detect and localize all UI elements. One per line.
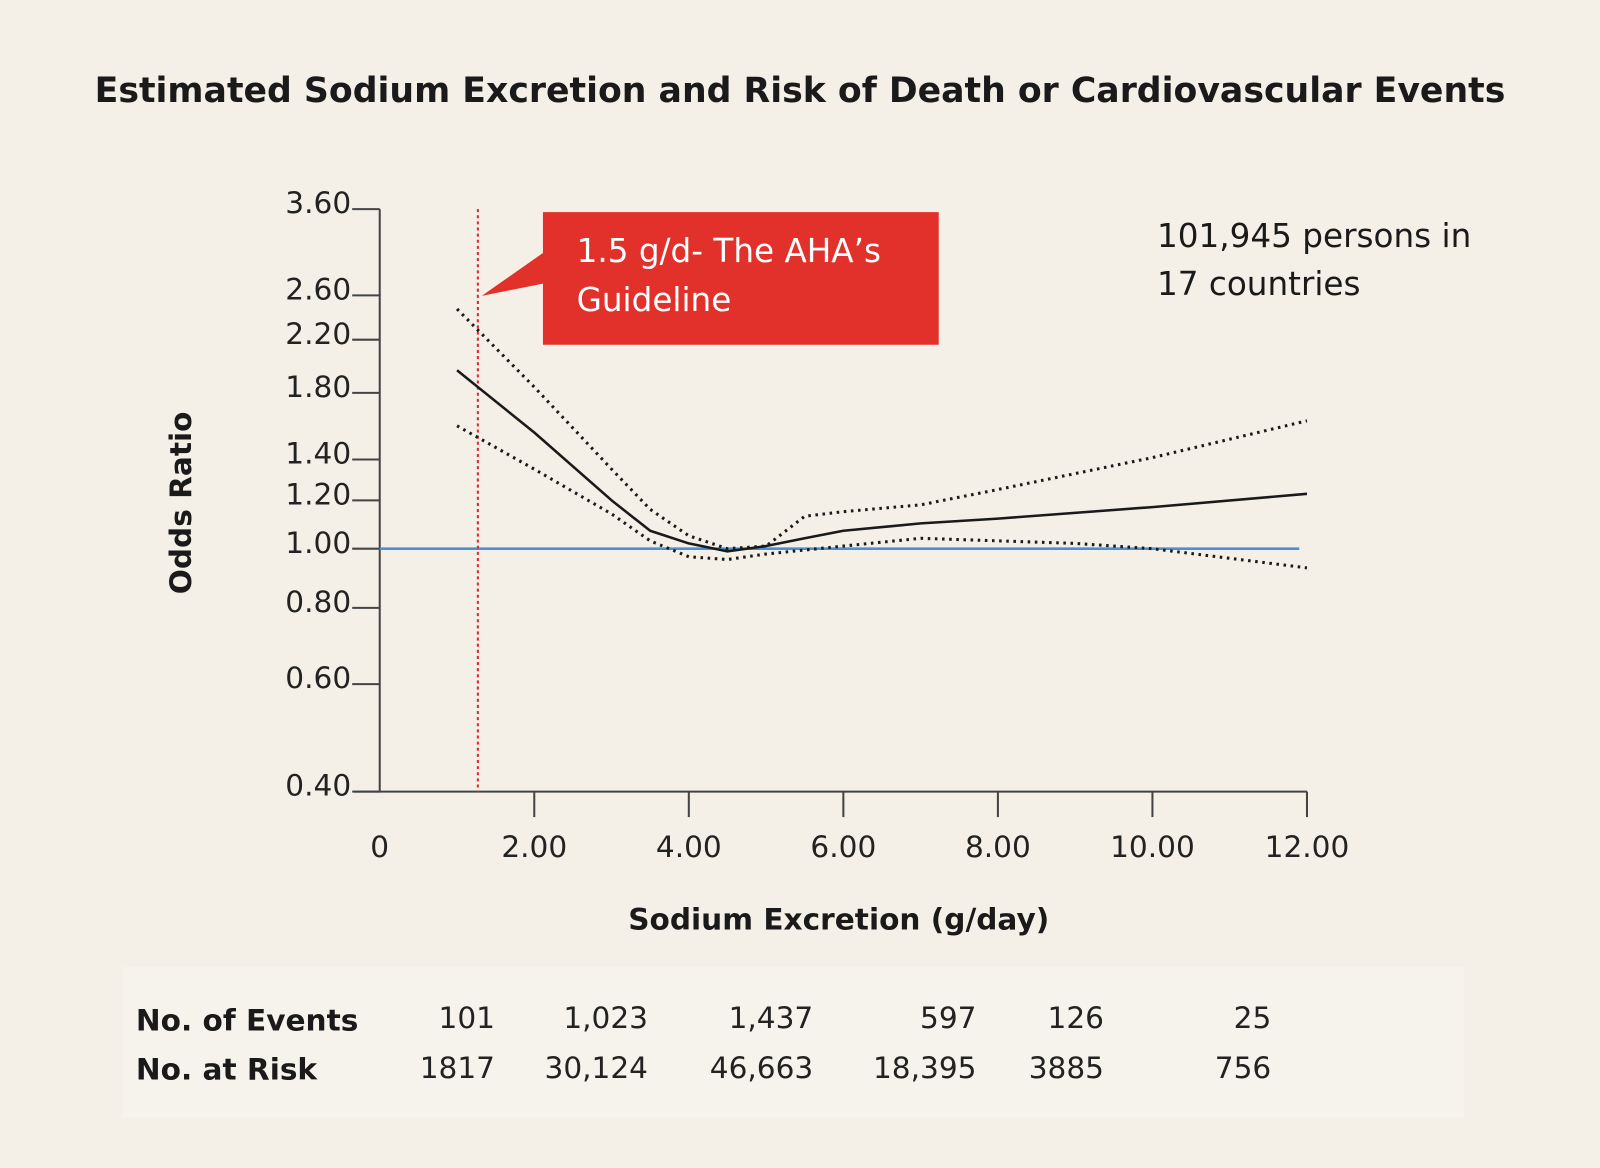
lower-ci-line xyxy=(456,424,1308,570)
table-cell: 1817 xyxy=(420,1051,495,1085)
table-cell: 18,395 xyxy=(873,1051,977,1085)
table-cell: 101 xyxy=(439,1001,495,1035)
axes xyxy=(352,208,1309,818)
y-axis-label: Odds Ratio xyxy=(164,412,198,595)
y-tick-label: 2.60 xyxy=(285,272,351,306)
table-row-events: No. of Events 101 1,023 1,437 597 126 25 xyxy=(136,1001,1271,1037)
y-tick-label: 1.80 xyxy=(285,370,351,404)
table-cell: 46,663 xyxy=(710,1051,814,1085)
upper-ci-line xyxy=(455,307,1308,551)
table-row-label: No. of Events xyxy=(136,1003,358,1037)
sample-note-line-1: 101,945 persons in xyxy=(1157,217,1471,255)
y-tick-label: 1.40 xyxy=(285,437,351,471)
callout-line-2: Guideline xyxy=(577,281,732,319)
tick-labels: 3.60 2.60 2.20 1.80 1.40 1.20 1.00 0.80 0.60 0.40… xyxy=(285,186,1349,864)
guideline-callout: 1.5 g/d- The AHA’s Guideline xyxy=(481,212,939,345)
y-tick-label: 0.60 xyxy=(285,661,351,695)
table-row-at-risk: No. at Risk 1817 30,124 46,663 18,395 38… xyxy=(136,1051,1271,1086)
table-cell: 30,124 xyxy=(545,1051,649,1085)
table-cell: 25 xyxy=(1234,1001,1272,1035)
x-tick-label: 12.00 xyxy=(1265,830,1350,864)
table-cell: 1,437 xyxy=(729,1001,814,1035)
plot-lines xyxy=(379,209,1308,792)
x-tick-label: 0 xyxy=(370,830,389,864)
chart-title: Estimated Sodium Excretion and Risk of D… xyxy=(95,71,1506,111)
x-tick-label: 4.00 xyxy=(656,830,722,864)
y-tick-label: 1.00 xyxy=(285,526,351,560)
y-tick-label: 2.20 xyxy=(285,317,351,351)
table-cell: 3885 xyxy=(1029,1051,1104,1085)
callout-box xyxy=(481,212,939,345)
x-tick-label: 8.00 xyxy=(965,830,1031,864)
x-axis-label: Sodium Excretion (g/day) xyxy=(628,902,1049,936)
callout-line-1: 1.5 g/d- The AHA’s xyxy=(577,232,881,270)
sample-note-line-2: 17 countries xyxy=(1157,265,1360,303)
table-cell: 126 xyxy=(1048,1001,1104,1035)
y-tick-label: 0.40 xyxy=(285,769,351,803)
x-tick-label: 2.00 xyxy=(501,830,567,864)
table-row-label: No. at Risk xyxy=(136,1052,319,1086)
y-tick-label: 3.60 xyxy=(285,186,351,220)
x-tick-label: 6.00 xyxy=(810,830,876,864)
odds-ratio-line xyxy=(456,369,1308,553)
table-cell: 597 xyxy=(920,1001,976,1035)
y-tick-label: 0.80 xyxy=(285,585,351,619)
table-cell: 1,023 xyxy=(563,1001,648,1035)
y-tick-label: 1.20 xyxy=(285,477,351,511)
x-tick-label: 10.00 xyxy=(1110,830,1195,864)
table-background xyxy=(122,967,1465,1119)
table-cell: 756 xyxy=(1215,1051,1271,1085)
